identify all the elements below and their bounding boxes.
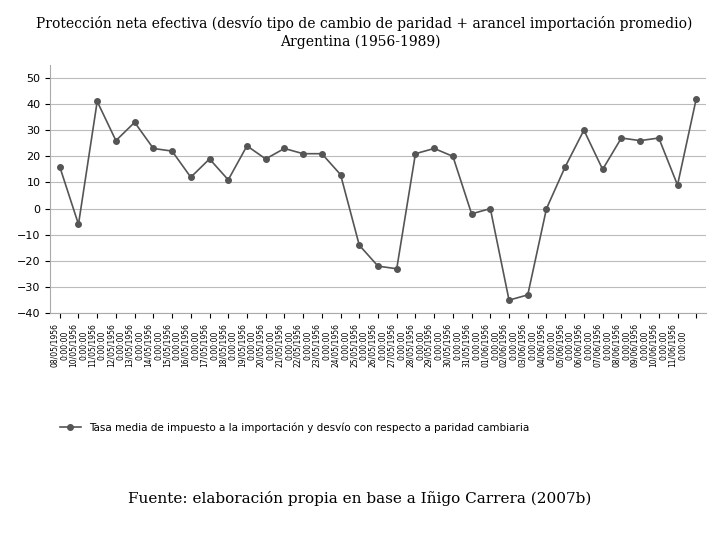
Tasa media de impuesto a la importación y desvío con respecto a paridad cambiaria xyxy=(430,145,438,152)
Tasa media de impuesto a la importación y desvío con respecto a paridad cambiaria xyxy=(224,177,233,183)
Text: Protección neta efectiva (desvío tipo de cambio de paridad + arancel importación: Protección neta efectiva (desvío tipo de… xyxy=(36,16,693,31)
Tasa media de impuesto a la importación y desvío con respecto a paridad cambiaria xyxy=(467,211,476,217)
Tasa media de impuesto a la importación y desvío con respecto a paridad cambiaria xyxy=(654,135,663,141)
Tasa media de impuesto a la importación y desvío con respecto a paridad cambiaria xyxy=(355,242,364,248)
Tasa media de impuesto a la importación y desvío con respecto a paridad cambiaria xyxy=(299,151,307,157)
Legend: Tasa media de impuesto a la importación y desvío con respecto a paridad cambiari: Tasa media de impuesto a la importación … xyxy=(55,418,534,437)
Tasa media de impuesto a la importación y desvío con respecto a paridad cambiaria xyxy=(243,143,251,149)
Text: Fuente: elaboración propia en base a Iñigo Carrera (2007b): Fuente: elaboración propia en base a Iñi… xyxy=(128,491,592,507)
Line: Tasa media de impuesto a la importación y desvío con respecto a paridad cambiaria: Tasa media de impuesto a la importación … xyxy=(57,96,699,303)
Tasa media de impuesto a la importación y desvío con respecto a paridad cambiaria xyxy=(186,174,195,180)
Tasa media de impuesto a la importación y desvío con respecto a paridad cambiaria xyxy=(449,153,457,159)
Tasa media de impuesto a la importación y desvío con respecto a paridad cambiaria xyxy=(486,205,495,212)
Tasa media de impuesto a la importación y desvío con respecto a paridad cambiaria xyxy=(523,292,532,298)
Tasa media de impuesto a la importación y desvío con respecto a paridad cambiaria xyxy=(542,205,551,212)
Tasa media de impuesto a la importación y desvío con respecto a paridad cambiaria xyxy=(374,263,382,269)
Tasa media de impuesto a la importación y desvío con respecto a paridad cambiaria xyxy=(411,151,420,157)
Tasa media de impuesto a la importación y desvío con respecto a paridad cambiaria xyxy=(318,151,326,157)
Tasa media de impuesto a la importación y desvío con respecto a paridad cambiaria xyxy=(261,156,270,162)
Tasa media de impuesto a la importación y desvío con respecto a paridad cambiaria xyxy=(336,171,345,178)
Tasa media de impuesto a la importación y desvío con respecto a paridad cambiaria xyxy=(617,135,626,141)
Tasa media de impuesto a la importación y desvío con respecto a paridad cambiaria xyxy=(55,164,64,170)
Tasa media de impuesto a la importación y desvío con respecto a paridad cambiaria xyxy=(636,137,644,144)
Tasa media de impuesto a la importación y desvío con respecto a paridad cambiaria xyxy=(580,127,588,133)
Tasa media de impuesto a la importación y desvío con respecto a paridad cambiaria xyxy=(168,148,176,154)
Tasa media de impuesto a la importación y desvío con respecto a paridad cambiaria xyxy=(130,119,139,126)
Tasa media de impuesto a la importación y desvío con respecto a paridad cambiaria xyxy=(505,297,513,303)
Tasa media de impuesto a la importación y desvío con respecto a paridad cambiaria xyxy=(692,96,701,102)
Tasa media de impuesto a la importación y desvío con respecto a paridad cambiaria xyxy=(392,266,401,272)
Tasa media de impuesto a la importación y desvío con respecto a paridad cambiaria xyxy=(205,156,214,162)
Tasa media de impuesto a la importación y desvío con respecto a paridad cambiaria xyxy=(74,221,83,227)
Tasa media de impuesto a la importación y desvío con respecto a paridad cambiaria xyxy=(112,137,120,144)
Tasa media de impuesto a la importación y desvío con respecto a paridad cambiaria xyxy=(280,145,289,152)
Text: Argentina (1956-1989): Argentina (1956-1989) xyxy=(280,35,440,50)
Tasa media de impuesto a la importación y desvío con respecto a paridad cambiaria xyxy=(149,145,158,152)
Tasa media de impuesto a la importación y desvío con respecto a paridad cambiaria xyxy=(673,182,682,188)
Tasa media de impuesto a la importación y desvío con respecto a paridad cambiaria xyxy=(598,166,607,173)
Tasa media de impuesto a la importación y desvío con respecto a paridad cambiaria xyxy=(561,164,570,170)
Tasa media de impuesto a la importación y desvío con respecto a paridad cambiaria xyxy=(93,98,102,105)
